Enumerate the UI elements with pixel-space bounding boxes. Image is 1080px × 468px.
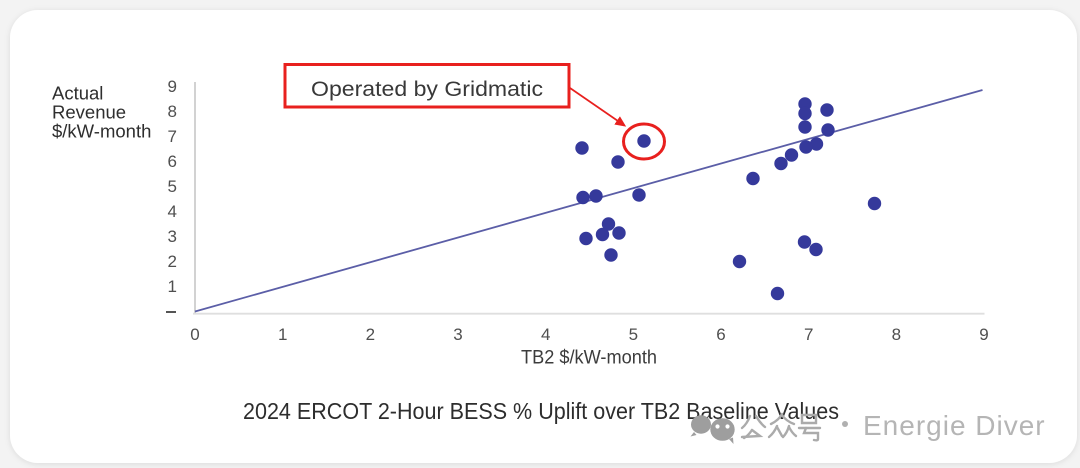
svg-text:7: 7 (804, 325, 813, 344)
svg-text:6: 6 (168, 152, 177, 171)
svg-text:4: 4 (168, 202, 177, 221)
svg-text:3: 3 (453, 325, 462, 344)
svg-text:4: 4 (541, 325, 550, 344)
svg-text:8: 8 (168, 102, 177, 121)
svg-text:Operated by Gridmatic: Operated by Gridmatic (311, 77, 543, 101)
svg-text:6: 6 (716, 325, 725, 344)
svg-text:2: 2 (168, 252, 177, 271)
svg-text:8: 8 (892, 325, 901, 344)
svg-text:9: 9 (168, 77, 177, 96)
svg-text:2024 ERCOT 2-Hour BESS % Uplif: 2024 ERCOT 2-Hour BESS % Uplift over TB2… (243, 398, 839, 424)
svg-text:9: 9 (979, 325, 988, 344)
svg-text:$/kW-month: $/kW-month (52, 121, 151, 142)
svg-text:3: 3 (168, 227, 177, 246)
svg-text:1: 1 (168, 277, 177, 296)
svg-text:7: 7 (168, 127, 177, 146)
svg-text:1: 1 (278, 325, 287, 344)
svg-text:5: 5 (629, 325, 638, 344)
svg-text:Energie Diver: Energie Diver (863, 410, 1046, 441)
svg-text:Actual: Actual (52, 83, 103, 104)
svg-text:2: 2 (366, 325, 375, 344)
svg-text:Revenue: Revenue (52, 102, 126, 123)
svg-text:5: 5 (168, 177, 177, 196)
svg-text:TB2 $/kW-month: TB2 $/kW-month (521, 348, 657, 369)
svg-text:0: 0 (190, 325, 199, 344)
